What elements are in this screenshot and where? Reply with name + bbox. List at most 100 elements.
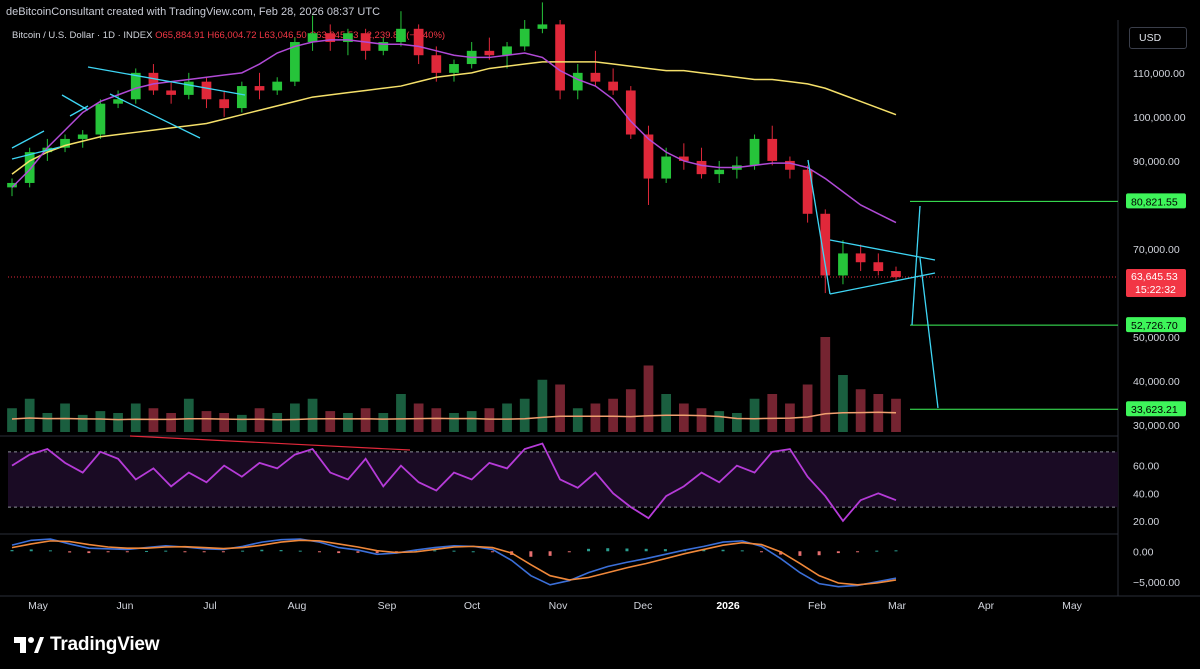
- time-tick-label: Aug: [288, 600, 307, 612]
- time-tick-label: Nov: [549, 600, 568, 612]
- candle-body: [413, 28, 424, 56]
- volume-bar: [714, 411, 725, 432]
- macd-histogram-bar: [856, 551, 860, 553]
- macd-histogram-bar: [298, 550, 302, 552]
- volume-bar: [820, 337, 831, 432]
- macd-histogram-bar: [798, 551, 802, 556]
- candle-body: [643, 134, 654, 179]
- target-price-tag: [1126, 317, 1186, 333]
- candle-body: [290, 42, 300, 82]
- candle-body: [219, 99, 230, 109]
- time-tick-label: May: [28, 600, 49, 612]
- macd-histogram-bar: [836, 551, 840, 554]
- symbol-name: Bitcoin / U.S. Dollar · 1D · INDEX: [12, 30, 153, 41]
- volume-bar: [838, 375, 848, 432]
- candle-body: [24, 152, 35, 183]
- price-tick-label: 70,000.00: [1133, 244, 1180, 256]
- candle-body: [749, 138, 760, 166]
- macd-histogram-bar: [202, 551, 206, 553]
- candle-body: [343, 33, 353, 43]
- volume-ma-line: [11, 411, 897, 421]
- candle-body: [378, 42, 389, 51]
- macd-histogram-bar: [433, 550, 437, 552]
- last-price-tag: [1126, 269, 1186, 298]
- pattern-trendline: [807, 159, 831, 295]
- candle-body: [7, 182, 17, 188]
- macd-histogram-bar: [279, 550, 283, 552]
- candle-body: [678, 156, 689, 161]
- candle-body: [272, 81, 283, 91]
- pattern-trendline: [919, 257, 939, 409]
- candle-body: [396, 28, 406, 43]
- volume-bar: [749, 398, 760, 432]
- macd-histogram-bar: [894, 550, 898, 552]
- chart-canvas[interactable]: 110,000.00 100,000.00 90,000.00 70,000.00 50…: [0, 0, 1200, 625]
- target-price-label: 33,623.21: [1131, 404, 1178, 416]
- currency-selector[interactable]: USD: [1129, 27, 1187, 49]
- volume-bar: [608, 398, 618, 432]
- macd-histogram-bar: [183, 551, 187, 553]
- volume-bar: [7, 408, 17, 432]
- volume-bar: [732, 413, 742, 432]
- target-price-tag: [1126, 193, 1186, 209]
- price-tick-label: 90,000.00: [1133, 156, 1180, 168]
- time-tick-label: Dec: [634, 600, 653, 612]
- volume-bar: [272, 413, 283, 432]
- candle-body: [767, 138, 778, 161]
- macd-histogram-bar: [68, 551, 72, 553]
- macd-histogram-bar: [375, 551, 379, 554]
- pattern-trendline: [61, 94, 89, 111]
- volume-bar: [466, 411, 477, 432]
- time-tick-label: 2026: [716, 600, 740, 612]
- candle-body: [555, 24, 565, 91]
- high-value: H66,004.72: [207, 30, 257, 41]
- candle-body: [785, 160, 795, 170]
- volume-bar: [590, 403, 601, 432]
- target-price-tag: [1126, 401, 1186, 417]
- candle-body: [625, 90, 636, 135]
- macd-histogram-bar: [663, 549, 667, 552]
- candle-body: [166, 90, 176, 95]
- candle-body: [148, 72, 159, 91]
- low-value: L63,046.50: [259, 30, 307, 41]
- candle-body: [502, 46, 512, 56]
- macd-histogram-bar: [106, 551, 110, 553]
- candle-body: [431, 55, 442, 73]
- macd-histogram-bar: [471, 551, 475, 553]
- candle-body: [113, 99, 123, 104]
- ma-slow-line: [11, 61, 897, 175]
- macd-histogram-bar: [548, 551, 552, 556]
- pattern-trendline: [69, 105, 89, 117]
- rsi-tick-label: 20.00: [1133, 516, 1159, 528]
- volume-bar: [502, 403, 512, 432]
- volume-bar: [166, 413, 176, 432]
- macd-tick-label: 0.00: [1133, 546, 1154, 558]
- candle-body: [95, 103, 106, 135]
- time-tick-label: Jul: [203, 600, 216, 612]
- volume-bar: [767, 394, 778, 432]
- target-price-label: 80,821.55: [1131, 196, 1178, 208]
- pattern-trendline: [11, 146, 61, 160]
- macd-tick-label: −5,000.00: [1133, 577, 1180, 589]
- time-tick-label: Apr: [978, 600, 995, 612]
- candle-body: [307, 33, 318, 43]
- price-tick-label: 100,000.00: [1133, 112, 1186, 124]
- macd-histogram-bar: [10, 550, 14, 552]
- price-tick-label: 40,000.00: [1133, 376, 1180, 388]
- rsi-line: [11, 442, 897, 523]
- volume-bar: [183, 398, 194, 432]
- macd-histogram-bar: [87, 551, 91, 554]
- macd-histogram-bar: [779, 551, 783, 555]
- pattern-trendline: [109, 93, 201, 139]
- volume-bar: [555, 384, 565, 432]
- candle-body: [77, 134, 88, 139]
- macd-histogram-bar: [529, 551, 533, 557]
- volume-bar: [24, 398, 35, 432]
- volume-bar: [95, 411, 106, 432]
- macd-histogram-bar: [29, 549, 33, 552]
- tradingview-logo: TradingView: [14, 633, 160, 657]
- rsi-band-fill: [8, 451, 1118, 508]
- macd-histogram-bar: [587, 548, 591, 552]
- candle-body: [696, 160, 707, 175]
- macd-histogram-bar: [125, 551, 129, 553]
